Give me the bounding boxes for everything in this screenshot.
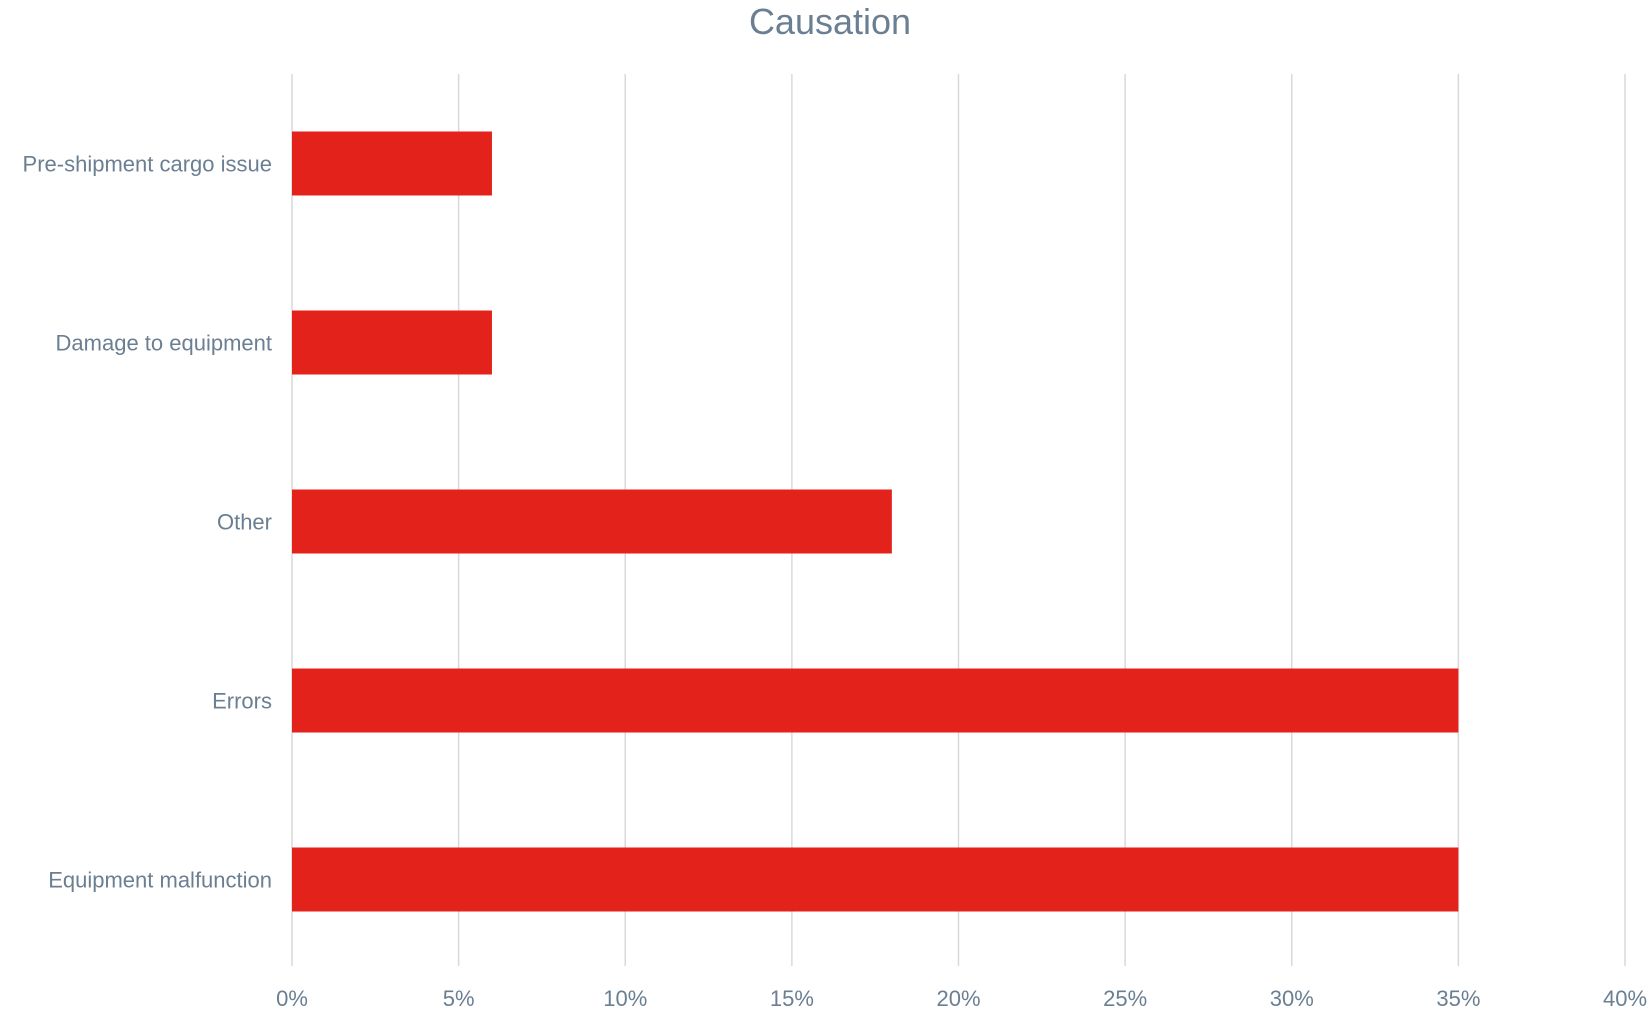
x-tick-label: 40%	[1603, 986, 1647, 1011]
gridlines	[291, 74, 1626, 966]
bar	[292, 847, 1459, 912]
bars	[292, 131, 1459, 912]
x-axis-tick-labels: 0% 5% 10% 15% 20% 25% 30% 35% 40%	[276, 986, 1647, 1011]
x-tick-label: 25%	[1103, 986, 1147, 1011]
category-label: Equipment malfunction	[48, 868, 272, 893]
chart-title: Causation	[749, 1, 911, 42]
bar	[292, 489, 892, 554]
x-tick-label: 20%	[936, 986, 980, 1011]
category-label: Pre-shipment cargo issue	[23, 152, 272, 177]
x-tick-label: 10%	[603, 986, 647, 1011]
category-labels: Pre-shipment cargo issue Damage to equipm…	[23, 152, 272, 893]
x-tick-label: 0%	[276, 986, 308, 1011]
bar	[292, 310, 492, 375]
bar	[292, 131, 492, 196]
category-label: Other	[217, 510, 272, 535]
category-label: Errors	[212, 689, 272, 714]
x-tick-label: 15%	[770, 986, 814, 1011]
bar	[292, 668, 1459, 733]
x-tick-label: 30%	[1270, 986, 1314, 1011]
x-tick-label: 5%	[443, 986, 475, 1011]
category-label: Damage to equipment	[56, 331, 272, 356]
x-tick-label: 35%	[1436, 986, 1480, 1011]
